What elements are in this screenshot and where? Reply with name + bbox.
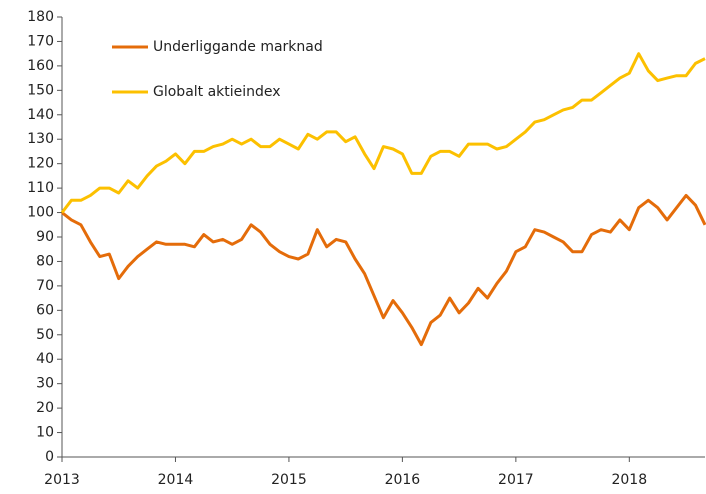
y-tick-label: 20 [36, 400, 54, 416]
x-tick-label: 2013 [44, 472, 80, 488]
legend-label: Underliggande marknad [153, 39, 323, 55]
x-tick-label: 2015 [271, 472, 307, 488]
y-tick-label: 50 [36, 327, 54, 343]
y-tick-label: 40 [36, 351, 54, 367]
x-tick-label: 2018 [611, 472, 647, 488]
y-tick-label: 60 [36, 302, 54, 318]
y-tick-label: 100 [27, 205, 54, 221]
data-line [61, 193, 706, 347]
y-tick-label: 90 [36, 229, 54, 245]
y-tick-label: 0 [45, 449, 54, 465]
y-tick-label: 30 [36, 376, 54, 392]
y-tick-label: 70 [36, 278, 54, 294]
y-tick-label: 170 [27, 33, 54, 49]
y-tick-label: 160 [27, 58, 54, 74]
y-tick-label: 150 [27, 82, 54, 98]
y-tick-label: 180 [27, 9, 54, 25]
x-tick-label: 2017 [498, 472, 534, 488]
y-tick-label: 130 [27, 131, 54, 147]
data-line [60, 52, 706, 214]
y-tick-label: 80 [36, 253, 54, 269]
y-tick-label: 110 [27, 180, 54, 196]
legend-label: Globalt aktieindex [153, 84, 281, 100]
x-tick-label: 2014 [158, 472, 194, 488]
y-tick-label: 10 [36, 425, 54, 441]
x-tick-label: 2016 [385, 472, 421, 488]
y-tick-label: 140 [27, 107, 54, 123]
y-tick-label: 120 [27, 156, 54, 172]
